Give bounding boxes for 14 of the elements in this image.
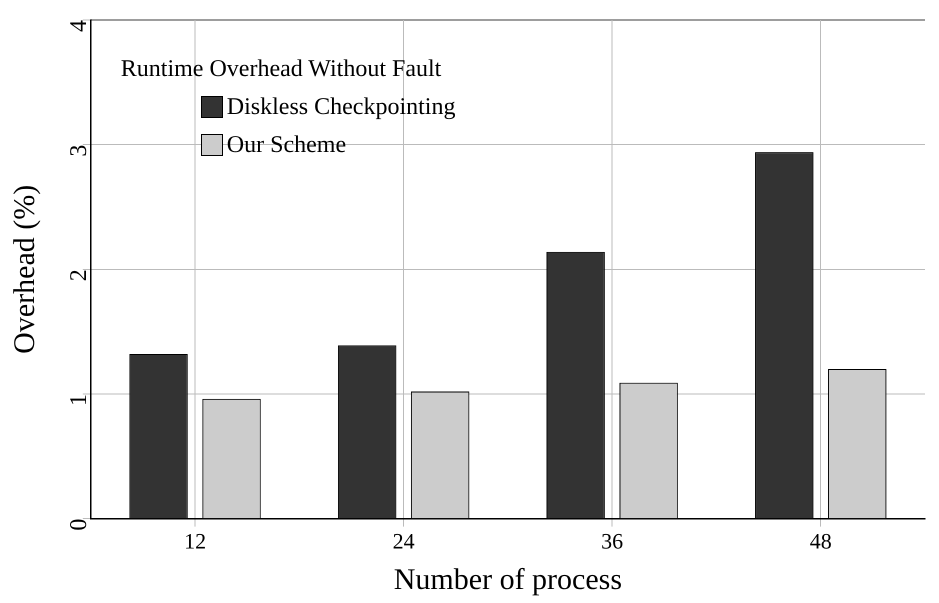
x-tick-label: 24	[392, 528, 415, 554]
x-axis-title: Number of process	[394, 562, 622, 596]
y-tick-label: 0	[66, 518, 92, 531]
y-tick-label: 4	[66, 20, 92, 32]
y-tick-label: 2	[66, 269, 92, 282]
legend-title: Runtime Overhead Without Fault	[120, 55, 442, 84]
y-tick-label: 1	[66, 394, 92, 406]
legend-label: Diskless Checkpointing	[226, 93, 456, 122]
x-tick-label: 12	[184, 528, 206, 554]
legend-label: Our Scheme	[226, 131, 346, 160]
y-axis-title: Overhead (%)	[8, 184, 41, 354]
y-tick-label: 3	[66, 144, 92, 157]
x-tick-label: 36	[601, 528, 624, 554]
x-tick-label: 48	[810, 528, 832, 554]
